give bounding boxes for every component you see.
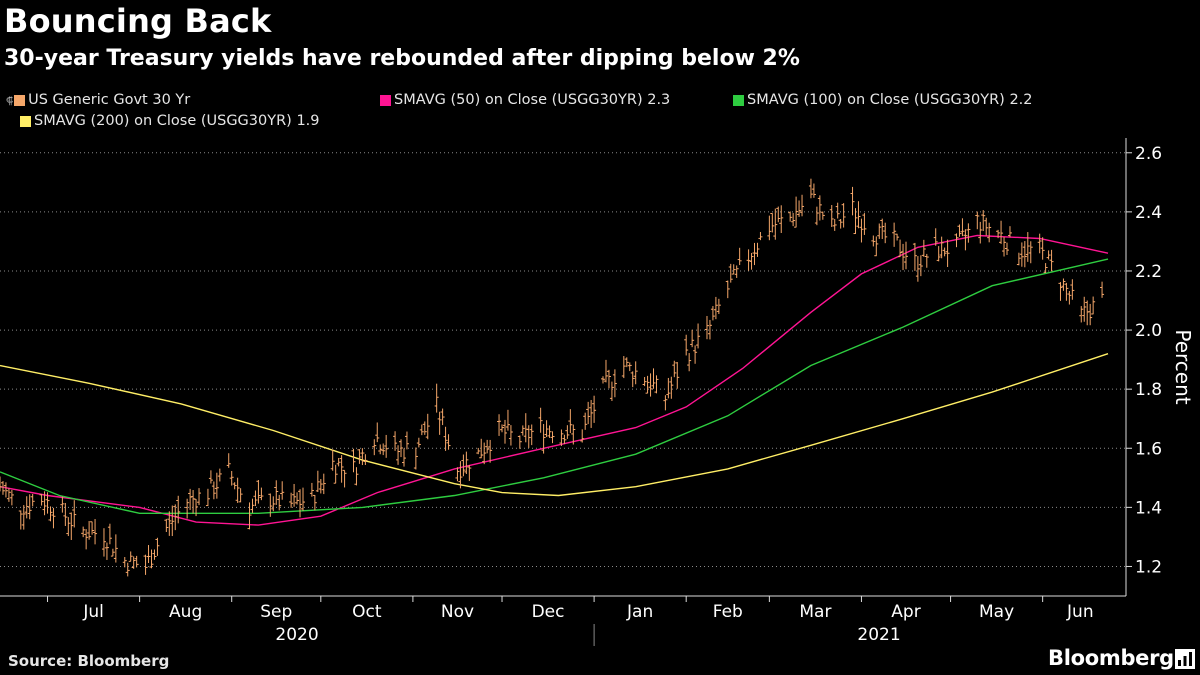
year-label-2021: 2021 xyxy=(857,625,900,645)
legend-item-smavg-50: SMAVG (50) on Close (USGG30YR) 2.3 xyxy=(380,92,670,108)
x-tick-label-nov: Nov xyxy=(441,602,474,622)
brand-logo-text: Bloomberg xyxy=(1048,646,1174,670)
y-tick-label: 2.2 xyxy=(1135,262,1162,282)
smavg-50-line xyxy=(0,234,1109,526)
legend-item-us-generic: ⸿ US Generic Govt 30 Yr xyxy=(6,92,190,108)
legend-swatch-smavg-200 xyxy=(20,115,31,127)
legend-swatch-us-generic xyxy=(14,94,26,106)
y-tick-label: 2.0 xyxy=(1135,321,1162,341)
x-tick-label-may: May xyxy=(979,602,1014,622)
y-tick-label: 1.8 xyxy=(1135,380,1162,400)
ohlc-bar-icon: ⸿ xyxy=(6,96,14,107)
legend-label: SMAVG (200) on Close (USGG30YR) 1.9 xyxy=(34,113,320,129)
legend-label: US Generic Govt 30 Yr xyxy=(28,92,191,108)
chart-subtitle: 30-year Treasury yields have rebounded a… xyxy=(4,46,800,71)
x-tick-label-jul: Jul xyxy=(82,602,104,622)
x-tick-label-feb: Feb xyxy=(713,602,743,622)
year-label-2020: 2020 xyxy=(275,625,318,645)
x-tick-label-dec: Dec xyxy=(532,602,565,622)
legend-label: SMAVG (100) on Close (USGG30YR) 2.2 xyxy=(747,92,1033,108)
y-tick-label: 1.4 xyxy=(1135,498,1162,518)
legend-label: SMAVG (50) on Close (USGG30YR) 2.3 xyxy=(394,92,671,108)
smavg-100-line xyxy=(0,258,1109,514)
source-note: Source: Bloomberg xyxy=(8,652,170,670)
legend-item-smavg-100: SMAVG (100) on Close (USGG30YR) 2.2 xyxy=(733,92,1033,108)
y-tick-label: 2.6 xyxy=(1135,144,1162,164)
x-tick-label-aug: Aug xyxy=(169,602,202,622)
y-tick-label: 1.6 xyxy=(1135,439,1162,459)
y-tick-label: 2.4 xyxy=(1135,203,1162,223)
smavg-200-line xyxy=(0,353,1109,497)
y-axis-label: Percent xyxy=(1171,329,1195,404)
x-tick-label-jun: Jun xyxy=(1066,602,1094,622)
y-tick-label: 1.2 xyxy=(1135,557,1162,577)
legend-swatch-smavg-50 xyxy=(380,94,391,106)
x-tick-label-mar: Mar xyxy=(799,602,831,622)
x-tick-label-oct: Oct xyxy=(352,602,382,622)
legend-item-smavg-200: SMAVG (200) on Close (USGG30YR) 1.9 xyxy=(20,113,320,129)
bloomberg-terminal-icon xyxy=(1175,649,1195,669)
x-tick-label-sep: Sep xyxy=(260,602,292,622)
x-tick-label-apr: Apr xyxy=(891,602,920,622)
legend-swatch-smavg-100 xyxy=(733,94,744,106)
x-tick-label-jan: Jan xyxy=(626,602,653,622)
chart-title: Bouncing Back xyxy=(4,2,272,40)
